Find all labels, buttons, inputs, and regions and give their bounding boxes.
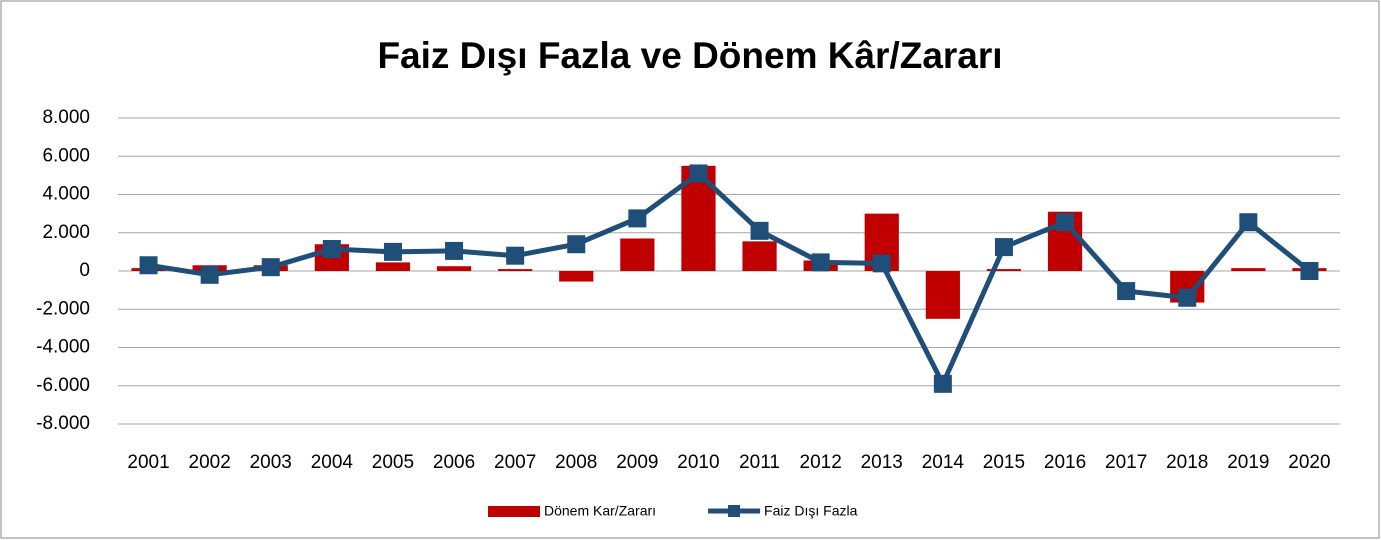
y-tick-label: -4.000: [36, 337, 90, 358]
line-marker: [628, 209, 647, 228]
x-tick-label: 2001: [127, 452, 169, 473]
bar: [436, 266, 472, 271]
line-marker: [750, 221, 769, 240]
chart-title: Faiz Dışı Fazla ve Dönem Kâr/Zararı: [377, 35, 1002, 76]
bar: [498, 269, 533, 271]
y-tick-label: 6.000: [42, 145, 90, 166]
y-tick-label: -6.000: [36, 375, 90, 396]
x-tick-label: 2008: [555, 452, 597, 473]
line-marker: [1239, 213, 1258, 232]
x-tick-label: 2010: [677, 452, 719, 473]
line-marker: [811, 253, 830, 272]
x-tick-label: 2007: [494, 452, 536, 473]
x-tick-label: 2012: [800, 452, 842, 473]
line-marker: [200, 265, 219, 284]
line-marker: [322, 240, 341, 259]
y-tick-label: -2.000: [36, 298, 90, 319]
x-tick-label: 2009: [616, 452, 658, 473]
bar: [620, 238, 655, 271]
line-marker: [872, 254, 891, 273]
line-marker: [445, 241, 464, 260]
y-tick-label: 0: [79, 260, 90, 281]
line-marker: [1117, 282, 1136, 301]
bar: [742, 241, 777, 271]
y-tick-label: 4.000: [42, 184, 90, 205]
legend-label: Faiz Dışı Fazla: [764, 503, 858, 519]
bar: [925, 271, 960, 319]
y-tick-label: -8.000: [36, 413, 90, 434]
x-tick-label: 2014: [922, 452, 965, 473]
y-tick-label: 8.000: [42, 107, 90, 128]
line-marker: [689, 164, 708, 183]
bar: [1231, 268, 1266, 271]
y-tick-label: 2.000: [42, 222, 90, 243]
line-marker: [383, 242, 402, 261]
x-tick-label: 2005: [372, 452, 414, 473]
line-marker: [506, 246, 525, 265]
line-marker: [139, 256, 158, 275]
x-tick-label: 2011: [739, 452, 780, 473]
x-tick-label: 2019: [1227, 452, 1269, 473]
x-tick-label: 2002: [189, 452, 231, 473]
line: [148, 170, 1312, 387]
line-marker: [261, 258, 280, 277]
line-marker: [1300, 262, 1319, 280]
legend-swatch: [488, 506, 540, 517]
x-tick-label: 2020: [1288, 452, 1330, 473]
legend-label: Dönem Kar/Zararı: [544, 503, 656, 519]
x-tick-label: 2006: [433, 452, 475, 473]
x-tick-label: 2003: [250, 452, 292, 473]
bar: [986, 269, 1022, 271]
x-tick-label: 2015: [983, 452, 1025, 473]
x-tick-label: 2013: [861, 452, 903, 473]
line-marker: [933, 374, 952, 393]
bar: [559, 271, 594, 282]
line-marker: [994, 238, 1013, 257]
line-marker: [567, 235, 586, 254]
line-marker: [1178, 288, 1197, 307]
x-tick-label: 2018: [1166, 452, 1208, 473]
x-tick-label: 2016: [1044, 452, 1086, 473]
legend-swatch: [728, 505, 741, 517]
bar: [375, 262, 411, 271]
line-marker: [1056, 213, 1075, 232]
x-tick-label: 2017: [1105, 452, 1147, 473]
x-tick-label: 2004: [311, 452, 354, 473]
